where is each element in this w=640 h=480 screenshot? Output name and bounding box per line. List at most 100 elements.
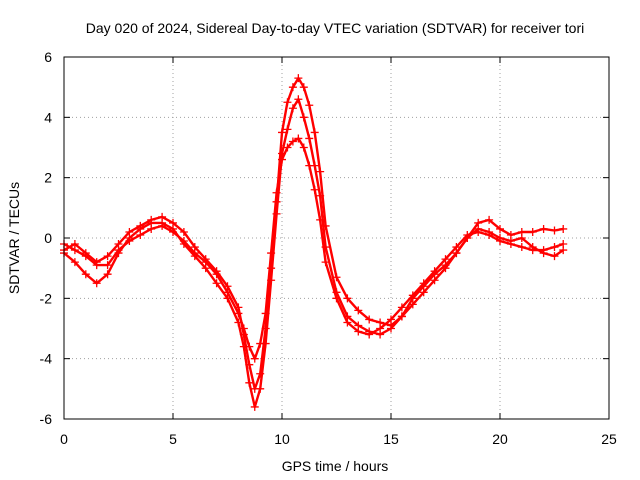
data-point [559, 224, 568, 233]
data-point [316, 167, 325, 176]
series-track-b [60, 95, 568, 411]
data-point [408, 300, 417, 309]
data-point [517, 243, 526, 252]
x-axis-label: GPS time / hours [282, 458, 389, 474]
data-point [223, 288, 232, 297]
data-point [387, 315, 395, 324]
data-point [81, 270, 90, 279]
data-point [234, 309, 243, 318]
data-point [250, 354, 259, 363]
data-point [261, 309, 270, 318]
data-point [441, 255, 450, 264]
data-point [283, 125, 292, 134]
y-tick-label: 6 [44, 49, 52, 65]
data-point [81, 252, 90, 261]
data-point [506, 240, 515, 249]
series-line [63, 137, 564, 360]
data-point [278, 128, 286, 137]
data-point [430, 276, 439, 285]
data-point [332, 294, 341, 303]
data-point [496, 224, 504, 233]
data-point [250, 402, 259, 411]
data-point [169, 227, 177, 236]
data-point [239, 324, 248, 333]
data-point [256, 339, 265, 348]
data-point [430, 267, 439, 276]
data-point [212, 279, 221, 288]
data-point [299, 83, 308, 92]
y-tick-label: -4 [40, 351, 53, 367]
data-point [283, 98, 292, 107]
y-tick-label: -6 [40, 411, 53, 427]
data-point [212, 270, 221, 279]
data-point [463, 230, 472, 239]
data-point [550, 252, 559, 261]
y-tick-label: -2 [40, 290, 53, 306]
data-point [278, 155, 286, 164]
chart-title: Day 020 of 2024, Sidereal Day-to-day VTE… [86, 20, 585, 36]
data-point [179, 237, 188, 246]
data-point [125, 237, 134, 246]
data-point [201, 258, 210, 267]
series-track-c [60, 134, 568, 363]
data-point [376, 324, 385, 333]
data-point [354, 327, 363, 336]
data-point [528, 227, 537, 236]
data-point [316, 191, 325, 200]
data-point [365, 315, 374, 324]
y-tick-label: 4 [44, 109, 52, 125]
data-point [283, 143, 292, 152]
x-tick-label: 0 [60, 431, 68, 447]
data-point [136, 230, 145, 239]
x-tick-label: 20 [492, 431, 508, 447]
data-point [305, 134, 314, 143]
data-point [539, 224, 548, 233]
data-point [245, 342, 254, 351]
x-axis-ticks: 0 5 10 15 20 25 [60, 57, 617, 447]
grid [64, 57, 609, 419]
data-point [299, 143, 308, 152]
data-point [92, 261, 101, 270]
data-point [517, 234, 526, 242]
series-group [60, 74, 568, 411]
data-point [147, 224, 156, 233]
data-point [103, 261, 112, 270]
data-point [559, 240, 568, 249]
y-axis-ticks: -6 -4 -2 0 2 4 6 [40, 49, 609, 427]
x-tick-label: 15 [383, 431, 399, 447]
data-point [299, 113, 308, 122]
data-point [343, 318, 352, 327]
data-point [158, 221, 167, 230]
data-point [114, 246, 123, 255]
data-point [397, 312, 406, 321]
series-line [63, 97, 564, 409]
x-tick-label: 25 [601, 431, 617, 447]
data-point [256, 384, 265, 393]
data-point [485, 215, 494, 224]
data-point [310, 128, 319, 137]
series-line [63, 76, 564, 390]
data-point [245, 378, 254, 387]
data-point [305, 161, 314, 170]
data-point [294, 134, 303, 143]
data-point [474, 227, 483, 236]
data-point [550, 226, 559, 235]
data-point [103, 270, 112, 279]
data-point [321, 258, 330, 267]
data-point [267, 249, 276, 258]
data-point [103, 252, 112, 261]
data-point [550, 243, 559, 252]
data-point [294, 74, 303, 83]
data-point [343, 294, 352, 303]
data-point [305, 101, 314, 110]
data-point [288, 137, 297, 146]
data-point [354, 306, 363, 315]
y-axis-label: SDTVAR / TECUs [6, 182, 22, 294]
data-point [419, 279, 428, 288]
data-point [272, 188, 281, 197]
data-point [179, 227, 188, 236]
data-point [397, 303, 406, 312]
data-point [419, 288, 428, 297]
y-tick-label: 0 [44, 230, 52, 246]
